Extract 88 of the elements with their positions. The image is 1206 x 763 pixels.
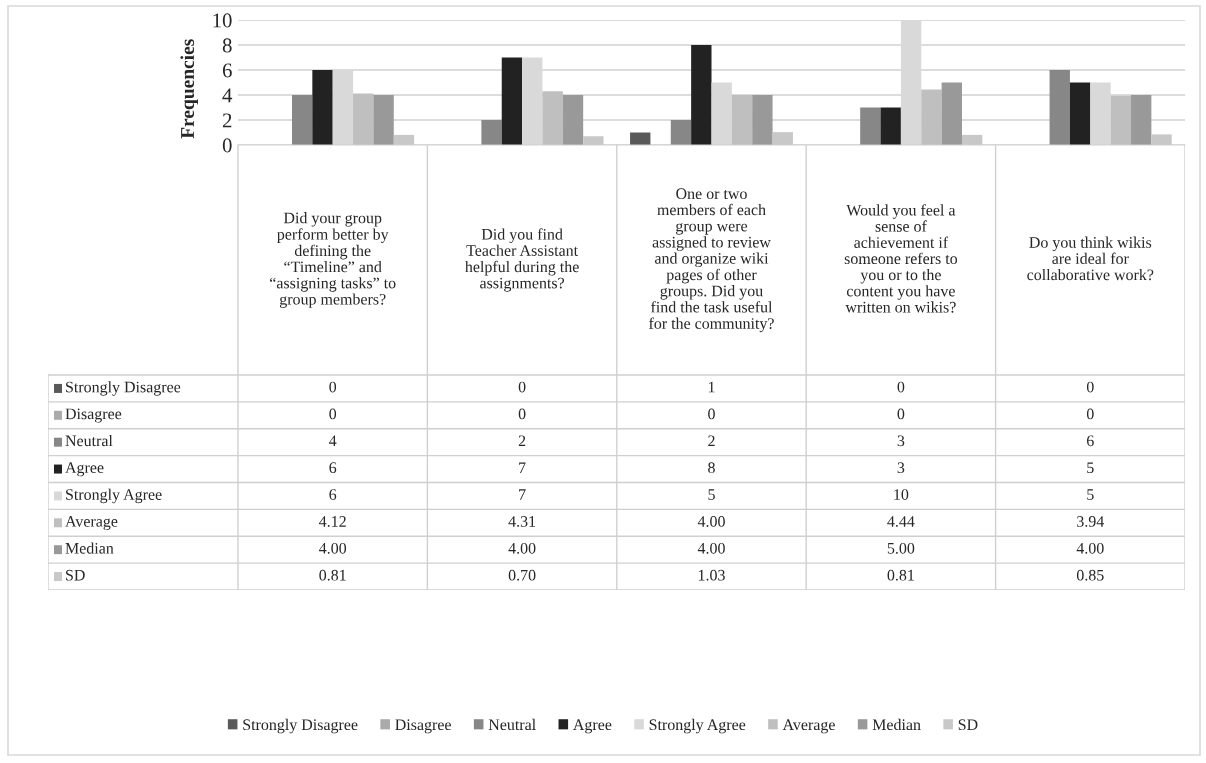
data-label: 4.00 <box>508 542 536 554</box>
text: SD <box>958 719 978 731</box>
data-label: 4.00 <box>319 542 347 554</box>
data-label: 6 <box>1086 435 1094 447</box>
text: Strongly Agree <box>649 718 746 734</box>
bar <box>312 70 333 145</box>
data-label: 4.00 <box>697 516 725 527</box>
data-label: 1.03 <box>698 569 725 581</box>
legend-label: Agree <box>65 462 104 477</box>
y-tick-label: 10 <box>213 13 232 28</box>
bar <box>1131 95 1152 145</box>
y-tick-label: 6 <box>222 63 232 78</box>
data-label: 4.12 <box>319 516 346 527</box>
y-tick-label: 4 <box>222 88 233 103</box>
data-label: 5 <box>708 489 715 500</box>
data-label: 0.81 <box>319 569 346 581</box>
data-label: 5.00 <box>887 542 915 554</box>
data-label: 6 <box>329 489 337 500</box>
bar <box>1069 82 1091 145</box>
bar <box>1049 70 1070 145</box>
bar <box>731 95 753 145</box>
data-label: 2 <box>708 435 715 447</box>
data-label: 5 <box>1087 489 1094 500</box>
category-label: One or two members of each group were assigned to review and organize wiki pages of other groups. Did you find the task useful for the community? <box>649 188 774 333</box>
data-label: 0 <box>708 408 715 420</box>
x-tick-label: Did your group perform better by defining the “Timeline” and “assigning tasks” to group members? <box>270 212 396 308</box>
x-tick-label: Did you find Teacher Assistant helpful during the assignments? <box>465 228 579 292</box>
data-label: 0 <box>329 381 337 393</box>
text: Disagree <box>395 719 451 734</box>
text: Average <box>782 719 835 734</box>
bar <box>353 93 374 145</box>
data-label: 2 <box>518 435 526 447</box>
data-label: 4.31 <box>508 516 536 527</box>
text: Strongly Disagree <box>243 718 358 734</box>
data-label: 4.00 <box>1076 542 1104 554</box>
data-label: 0 <box>897 381 905 393</box>
data-label: 0 <box>518 381 526 393</box>
data-label: 7 <box>519 489 526 500</box>
bar <box>880 107 901 145</box>
bar <box>752 95 773 145</box>
data-label: 0 <box>1086 381 1094 393</box>
data-label: 4.00 <box>697 542 725 554</box>
legend-label: Strongly Agree <box>66 488 162 504</box>
bar <box>562 95 584 145</box>
bar <box>691 45 712 145</box>
data-label: 0.85 <box>1076 569 1104 581</box>
data-label: 0 <box>1086 408 1094 420</box>
data-label: 4.44 <box>887 516 915 527</box>
bar <box>501 57 523 145</box>
data-label: 5 <box>1087 462 1094 474</box>
text: Agree <box>573 719 612 734</box>
bar <box>1110 95 1132 145</box>
y-axis-title: Frequencies <box>180 39 198 139</box>
data-label: 0 <box>897 408 905 420</box>
data-label: 0.70 <box>508 569 536 581</box>
y-tick-label: 0 <box>222 138 232 153</box>
data-label: 3.94 <box>1077 516 1105 527</box>
text: Neutral <box>488 718 536 731</box>
bar <box>860 107 881 145</box>
data-label: 4 <box>329 435 337 447</box>
legend-label: Strongly Disagree <box>66 381 181 396</box>
bar <box>373 95 394 145</box>
data-label: 0.81 <box>887 569 914 581</box>
bar <box>941 82 962 145</box>
legend-label: Median <box>65 542 114 554</box>
data-label: 1 <box>708 381 715 393</box>
data-label: 0 <box>518 408 526 420</box>
x-tick-label: Do you think wikis are ideal for collaborative work? <box>1027 236 1154 281</box>
x-tick-label: Would you feel a sense of achievement if someone refers to you or to the content you have written on wikis? <box>844 204 958 313</box>
data-label: 3 <box>897 462 905 474</box>
legend-label: Disagree <box>65 408 122 423</box>
legend-label: SD <box>66 569 85 581</box>
data-label: 3 <box>897 435 905 447</box>
y-tick-label: 2 <box>222 113 232 128</box>
data-label: 10 <box>894 489 909 500</box>
data-label: 0 <box>329 408 337 420</box>
legend-label: Neutral <box>65 434 113 447</box>
data-label: 8 <box>708 462 715 474</box>
bar <box>921 89 942 145</box>
bar <box>291 95 313 145</box>
legend-label: Average <box>65 516 118 531</box>
bar <box>481 120 502 145</box>
text: Median <box>872 718 921 731</box>
data-label: 6 <box>329 462 337 474</box>
data-label: 7 <box>519 462 526 473</box>
y-tick-label: 8 <box>222 38 232 53</box>
bar <box>542 91 563 145</box>
bar <box>670 120 692 145</box>
